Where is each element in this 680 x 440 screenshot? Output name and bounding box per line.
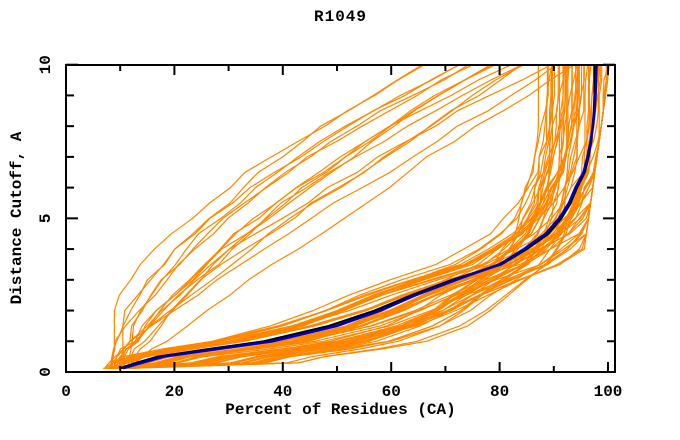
model-curve — [109, 64, 549, 369]
y-axis-title: Distance Cutoff, A — [8, 131, 26, 305]
model-curve — [119, 64, 566, 369]
outlier-curve — [113, 64, 512, 369]
model-curve — [128, 64, 565, 369]
x-tick-label: 20 — [165, 383, 184, 401]
model-curve — [110, 64, 548, 369]
outlier-curve — [110, 64, 469, 369]
model-curve — [133, 64, 579, 369]
y-tick-label: 0 — [37, 367, 55, 377]
x-tick-label: 0 — [61, 383, 71, 401]
chart-title: R1049 — [313, 8, 367, 26]
outlier-curve — [104, 64, 557, 369]
x-axis-title: Percent of Residues (CA) — [225, 401, 456, 419]
model-curve — [131, 64, 590, 369]
model-curve — [128, 64, 589, 369]
outlier-curve — [128, 64, 524, 369]
curves-layer — [102, 64, 610, 370]
y-tick-label: 5 — [37, 213, 55, 223]
model-curve — [121, 64, 555, 369]
model-curve — [133, 64, 569, 369]
outlier-curve — [130, 64, 575, 369]
outlier-curve — [110, 64, 460, 369]
outlier-curve — [112, 64, 522, 369]
x-tick-label: 40 — [273, 383, 292, 401]
y-tick-label: 10 — [37, 55, 55, 74]
model-curve — [113, 64, 553, 369]
model-curve — [121, 64, 559, 369]
x-tick-label: 80 — [490, 383, 509, 401]
model-curve — [132, 64, 610, 369]
outlier-curve — [108, 64, 552, 369]
x-tick-label: 60 — [382, 383, 401, 401]
x-tick-label: 100 — [594, 383, 623, 401]
outlier-curve — [119, 64, 493, 369]
outlier-curve — [120, 64, 423, 369]
outlier-curve — [115, 64, 523, 369]
model-curve — [109, 64, 553, 369]
highlighted-model-curve — [122, 64, 598, 370]
